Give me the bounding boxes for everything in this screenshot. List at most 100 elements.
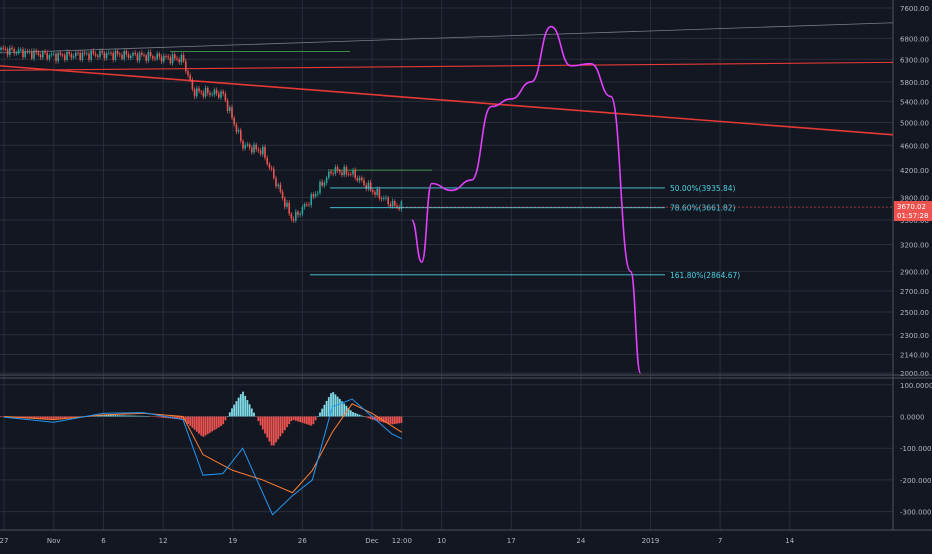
- candle-body[interactable]: [187, 71, 189, 76]
- candle-body[interactable]: [398, 207, 400, 210]
- candle-body[interactable]: [288, 202, 290, 214]
- candle-body[interactable]: [88, 53, 90, 60]
- candle-body[interactable]: [4, 48, 7, 50]
- candle-body[interactable]: [286, 202, 288, 207]
- candle-body[interactable]: [222, 91, 224, 94]
- candle-body[interactable]: [145, 55, 147, 61]
- candle-body[interactable]: [352, 169, 354, 175]
- candle-body[interactable]: [358, 177, 361, 181]
- candle-body[interactable]: [174, 54, 176, 59]
- candle-body[interactable]: [220, 91, 222, 98]
- candle-body[interactable]: [314, 193, 317, 197]
- candle-body[interactable]: [255, 144, 257, 150]
- candle-body[interactable]: [376, 189, 378, 195]
- candle-body[interactable]: [323, 182, 326, 186]
- candle-body[interactable]: [253, 144, 255, 153]
- candle-body[interactable]: [37, 52, 40, 55]
- candle-body[interactable]: [279, 184, 282, 192]
- candle-body[interactable]: [114, 51, 117, 60]
- candle-body[interactable]: [383, 198, 385, 200]
- candle-body[interactable]: [292, 218, 295, 221]
- candle-body[interactable]: [28, 51, 31, 52]
- candle-body[interactable]: [171, 54, 174, 64]
- candle-body[interactable]: [389, 204, 392, 207]
- candle-body[interactable]: [152, 56, 154, 59]
- candle-body[interactable]: [281, 191, 284, 199]
- candle-body[interactable]: [262, 146, 264, 155]
- candle-body[interactable]: [130, 55, 132, 59]
- candle-body[interactable]: [380, 198, 383, 200]
- candle-body[interactable]: [299, 214, 301, 216]
- candle-body[interactable]: [182, 54, 185, 62]
- candle-body[interactable]: [367, 182, 370, 189]
- candle-body[interactable]: [147, 52, 150, 61]
- candle-body[interactable]: [317, 192, 319, 194]
- candle-body[interactable]: [116, 51, 119, 55]
- candle-body[interactable]: [149, 52, 152, 57]
- candle-body[interactable]: [339, 170, 341, 173]
- candle-body[interactable]: [202, 92, 205, 97]
- candle-body[interactable]: [363, 180, 365, 185]
- candle-body[interactable]: [92, 50, 95, 54]
- candle-body[interactable]: [198, 88, 200, 92]
- projection-path[interactable]: [410, 25, 642, 374]
- candle-body[interactable]: [176, 58, 178, 60]
- candle-body[interactable]: [125, 51, 128, 55]
- candle-body[interactable]: [72, 56, 75, 58]
- candle-body[interactable]: [303, 204, 306, 208]
- candle-body[interactable]: [312, 194, 315, 197]
- candle-body[interactable]: [244, 145, 246, 149]
- candle-body[interactable]: [396, 205, 398, 208]
- candle-body[interactable]: [44, 51, 46, 53]
- candle-body[interactable]: [332, 173, 334, 175]
- candle-body[interactable]: [26, 50, 29, 52]
- candle-body[interactable]: [275, 178, 277, 187]
- candle-body[interactable]: [394, 200, 396, 206]
- candle-body[interactable]: [273, 168, 275, 179]
- candle-body[interactable]: [141, 52, 143, 55]
- candle-body[interactable]: [42, 51, 44, 58]
- candle-body[interactable]: [343, 166, 345, 176]
- candle-body[interactable]: [35, 50, 37, 53]
- candle-body[interactable]: [378, 189, 381, 199]
- candle-body[interactable]: [75, 52, 77, 57]
- candle-body[interactable]: [57, 52, 59, 62]
- candle-body[interactable]: [112, 53, 114, 60]
- candle-body[interactable]: [101, 51, 103, 53]
- candle-body[interactable]: [31, 51, 33, 59]
- candle-body[interactable]: [400, 201, 403, 210]
- candle-body[interactable]: [17, 49, 20, 54]
- candle-body[interactable]: [127, 54, 130, 59]
- candle-body[interactable]: [68, 51, 70, 54]
- candle-body[interactable]: [226, 100, 229, 111]
- candle-body[interactable]: [39, 54, 42, 58]
- candle-body[interactable]: [268, 164, 271, 168]
- candle-body[interactable]: [2, 47, 4, 49]
- candle-body[interactable]: [180, 54, 183, 63]
- candle-body[interactable]: [308, 204, 310, 206]
- candle-body[interactable]: [189, 75, 191, 81]
- candle-body[interactable]: [270, 167, 273, 169]
- candle-body[interactable]: [55, 53, 57, 62]
- candle-body[interactable]: [356, 178, 359, 181]
- candle-body[interactable]: [237, 130, 240, 132]
- candle-body[interactable]: [248, 144, 251, 148]
- candle-body[interactable]: [229, 107, 231, 111]
- channel-trendline[interactable]: [0, 22, 894, 54]
- candle-body[interactable]: [99, 51, 101, 57]
- candle-body[interactable]: [0, 47, 2, 50]
- candle-body[interactable]: [11, 47, 13, 50]
- candle-body[interactable]: [13, 49, 15, 54]
- candle-body[interactable]: [119, 54, 121, 55]
- candle-body[interactable]: [77, 52, 79, 54]
- candle-body[interactable]: [191, 80, 194, 90]
- candle-body[interactable]: [242, 140, 244, 149]
- candle-body[interactable]: [215, 89, 218, 94]
- candle-body[interactable]: [361, 177, 363, 181]
- candle-body[interactable]: [196, 88, 198, 97]
- candle-body[interactable]: [86, 53, 88, 55]
- candle-body[interactable]: [290, 213, 293, 219]
- candle-body[interactable]: [64, 55, 66, 60]
